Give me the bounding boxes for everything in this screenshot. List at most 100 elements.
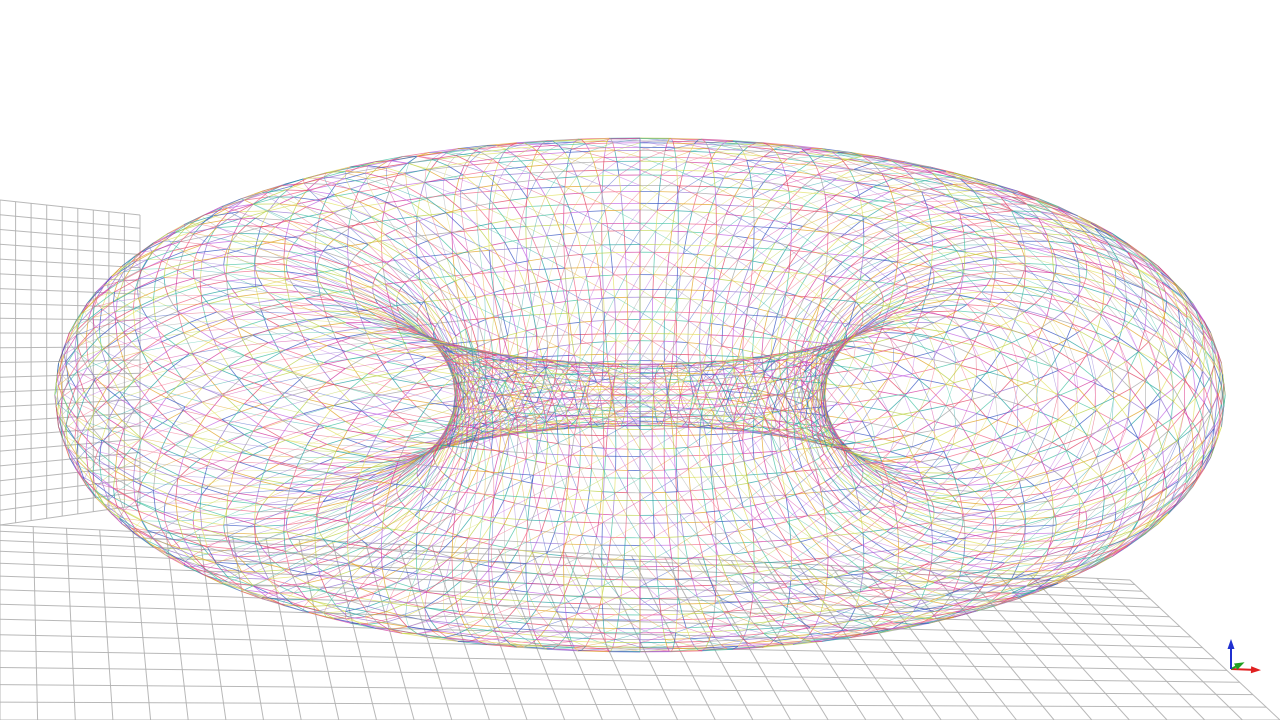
wire-edge xyxy=(918,483,939,485)
wire-edge xyxy=(881,292,884,298)
wire-edge xyxy=(618,175,622,192)
wire-edge xyxy=(669,388,699,391)
wire-edge xyxy=(232,308,261,317)
wire-edge xyxy=(754,226,791,251)
wire-edge xyxy=(489,247,527,251)
wire-edge xyxy=(882,201,921,208)
wire-edge xyxy=(532,235,547,239)
wire-edge xyxy=(855,182,861,199)
wire-edge xyxy=(439,284,447,290)
wire-edge xyxy=(705,141,743,151)
wire-edge xyxy=(603,340,616,343)
wire-edge xyxy=(945,190,971,195)
wire-edge xyxy=(997,419,1018,428)
wire-edge xyxy=(677,185,716,188)
wire-edge xyxy=(747,142,756,148)
grid-line xyxy=(1096,578,1243,720)
wire-edge xyxy=(616,161,620,176)
wire-edge xyxy=(824,415,849,420)
wire-edge xyxy=(800,229,817,249)
wire-edge xyxy=(376,234,386,240)
wire-edge xyxy=(903,167,914,179)
wire-edge xyxy=(670,138,674,142)
wire-edge xyxy=(982,323,1001,352)
wire-edge xyxy=(665,275,681,298)
wire-edge xyxy=(345,462,384,468)
wire-edge xyxy=(446,284,455,309)
wire-edge xyxy=(903,167,945,185)
wire-edge xyxy=(686,421,710,424)
wire-edge xyxy=(391,406,417,412)
wire-edge xyxy=(714,144,722,153)
wire-edge xyxy=(960,456,987,465)
wire-edge xyxy=(1038,217,1064,227)
wire-edge xyxy=(873,441,894,448)
wire-edge xyxy=(818,304,826,309)
wire-edge xyxy=(1040,450,1067,463)
wire-edge xyxy=(743,168,776,181)
wire-edge xyxy=(782,174,817,185)
wire-edge xyxy=(1145,261,1172,290)
wire-edge xyxy=(863,235,899,242)
wire-edge xyxy=(659,191,679,193)
wire-edge xyxy=(799,151,825,156)
wire-edge xyxy=(492,149,507,160)
wire-edge xyxy=(746,159,786,176)
wire-edge xyxy=(800,232,830,249)
grid-line xyxy=(1129,579,1280,720)
wire-edge xyxy=(816,258,834,279)
wire-edge xyxy=(561,212,572,235)
grid-line xyxy=(1063,576,1206,720)
wire-edge xyxy=(608,230,625,232)
wire-edge xyxy=(326,184,335,195)
wire-edge xyxy=(923,244,953,256)
wire-edge xyxy=(872,163,883,174)
wire-edge xyxy=(1086,332,1097,355)
wire-edge xyxy=(752,181,765,199)
wire-edge xyxy=(776,152,810,156)
wire-edge xyxy=(1062,227,1072,237)
wire-edge xyxy=(348,220,383,227)
wire-edge xyxy=(284,390,309,398)
wire-edge xyxy=(903,227,930,240)
wire-edge xyxy=(155,279,176,291)
grid-line xyxy=(830,565,942,720)
wire-edge xyxy=(547,324,558,349)
wire-edge xyxy=(1041,233,1049,242)
wire-edge xyxy=(657,209,675,212)
wire-edge xyxy=(855,182,895,204)
wire-edge xyxy=(603,147,606,158)
wire-edge xyxy=(697,177,724,194)
wire-edge xyxy=(558,143,586,146)
wire-edge xyxy=(511,287,515,312)
wire-edge xyxy=(790,208,828,213)
wire-edge xyxy=(847,216,862,222)
wire-edge xyxy=(809,155,850,170)
wire-edge xyxy=(506,423,533,434)
wire-edge xyxy=(753,426,776,430)
wire-edge xyxy=(743,262,765,283)
wire-edge xyxy=(666,138,670,144)
wire-edge xyxy=(746,159,782,163)
wire-edge xyxy=(851,283,876,297)
wire-edge xyxy=(375,156,403,162)
wire-edge xyxy=(516,260,529,264)
wire-edge xyxy=(677,266,714,292)
wire-edge xyxy=(912,446,930,453)
wire-edge xyxy=(494,175,528,189)
wire-edge xyxy=(639,191,660,211)
wire-edge xyxy=(818,284,834,306)
torus-wireframe-model[interactable] xyxy=(54,137,1226,653)
wire-edge xyxy=(498,317,505,339)
wire-edge xyxy=(1192,402,1205,423)
wire-edge xyxy=(742,336,777,340)
wire-edge xyxy=(350,188,375,197)
wire-edge xyxy=(1000,463,1014,472)
wire-edge xyxy=(386,423,409,429)
wire-edge xyxy=(699,343,711,346)
wire-edge xyxy=(847,406,864,420)
wire-edge xyxy=(658,175,662,192)
wire-edge xyxy=(671,417,676,424)
